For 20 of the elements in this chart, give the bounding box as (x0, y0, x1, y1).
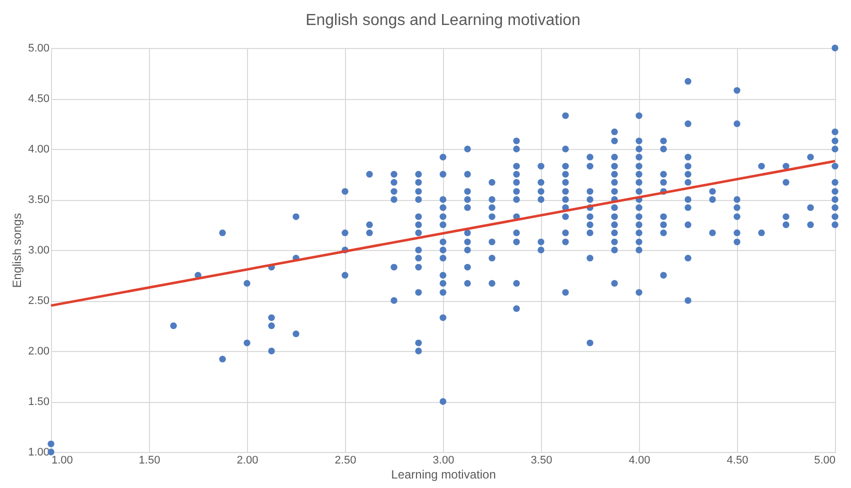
x-tick-label: 3.00 (432, 454, 454, 466)
x-tick-label: 2.50 (334, 454, 356, 466)
y-tick-label: 2.00 (28, 346, 50, 358)
chart-title: English songs and Learning motivation (306, 12, 580, 29)
y-tick-label: 1.50 (28, 396, 50, 408)
y-tick-label: 5.00 (28, 42, 50, 54)
y-axis-title: English songs (10, 213, 24, 288)
x-tick-label: 2.00 (236, 454, 258, 466)
x-tick-label: 1.50 (138, 454, 160, 466)
x-tick-label: 3.50 (530, 454, 552, 466)
x-tick-label: 5.00 (814, 454, 836, 466)
y-tick-label: 2.50 (28, 295, 50, 307)
y-tick-label: 3.50 (28, 194, 50, 206)
x-axis-title: Learning motivation (391, 468, 496, 482)
y-tick-label: 3.00 (28, 244, 50, 256)
x-tick-label: 1.00 (52, 454, 73, 466)
x-tick-label: 4.50 (726, 454, 748, 466)
x-tick-label: 4.00 (628, 454, 650, 466)
y-tick-label: 4.00 (28, 144, 50, 156)
y-tick-label: 4.50 (28, 93, 50, 105)
